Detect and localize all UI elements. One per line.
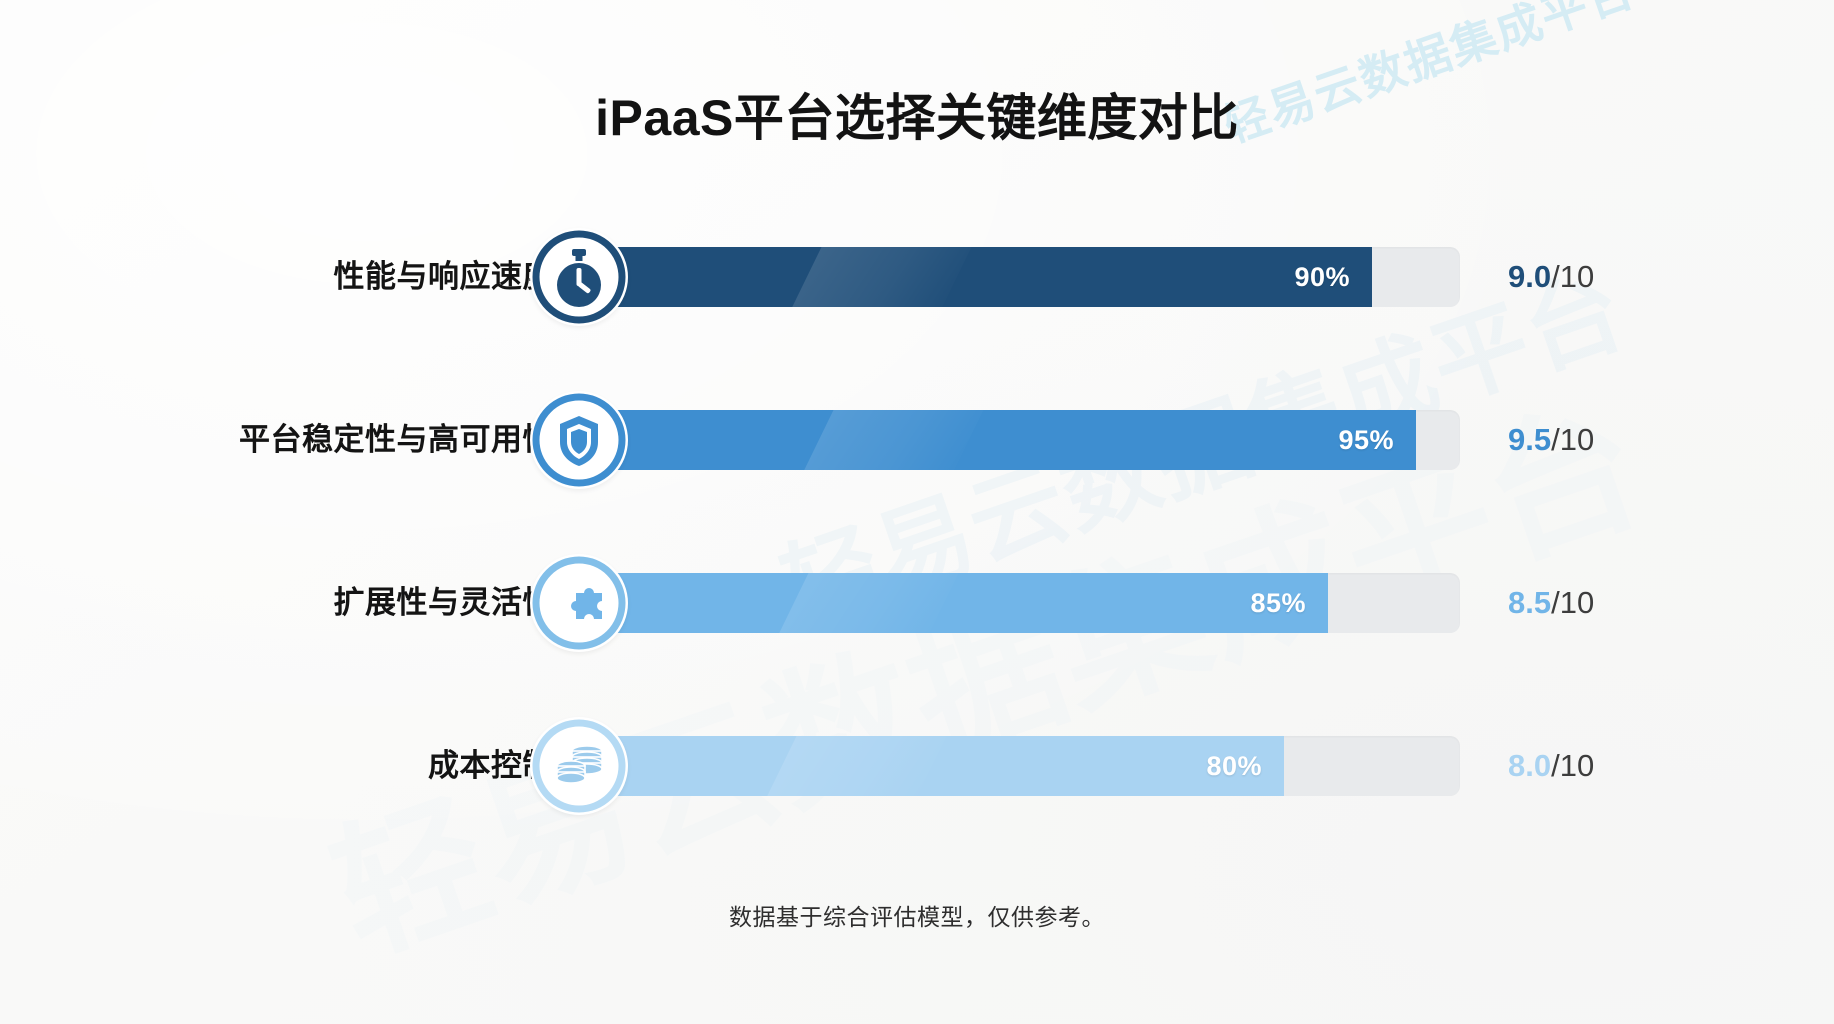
progress-track: 90% <box>580 247 1460 307</box>
dimension-row: 性能与响应速度 90% 9.0/10 <box>0 228 1834 391</box>
dimension-rows: 性能与响应速度 90% 9.0/10 <box>0 228 1834 880</box>
score-value: 9.5/10 <box>1508 410 1594 470</box>
percent-label: 90% <box>1294 261 1350 292</box>
score-denominator: /10 <box>1551 748 1595 783</box>
percent-label: 80% <box>1206 750 1262 781</box>
shield-icon <box>530 391 628 489</box>
score-denominator: /10 <box>1551 422 1595 457</box>
percent-label: 95% <box>1338 424 1394 455</box>
dimension-row: 扩展性与灵活性 85% 8.5/10 <box>0 554 1834 717</box>
score-number: 8.0 <box>1508 748 1552 783</box>
score-number: 9.5 <box>1508 422 1552 457</box>
score-denominator: /10 <box>1551 259 1595 294</box>
percent-label: 85% <box>1250 587 1306 618</box>
score-number: 8.5 <box>1508 585 1552 620</box>
progress-fill: 80% <box>580 736 1284 796</box>
puzzle-icon <box>530 554 628 652</box>
score-number: 9.0 <box>1508 259 1552 294</box>
dimension-row: 成本控制 <box>0 717 1834 880</box>
footnote: 数据基于综合评估模型，仅供参考。 <box>729 904 1105 930</box>
page-title: iPaaS平台选择关键维度对比 <box>595 90 1239 146</box>
progress-fill: 95% <box>580 410 1416 470</box>
progress-track: 80% <box>580 736 1460 796</box>
score-denominator: /10 <box>1551 585 1595 620</box>
score-value: 8.0/10 <box>1508 736 1594 796</box>
dimension-label: 平台稳定性与高可用性 <box>239 422 554 457</box>
progress-fill: 85% <box>580 573 1328 633</box>
dimension-label: 性能与响应速度 <box>333 259 554 294</box>
progress-track: 95% <box>580 410 1460 470</box>
score-value: 9.0/10 <box>1508 247 1594 307</box>
progress-track: 85% <box>580 573 1460 633</box>
progress-fill: 90% <box>580 247 1372 307</box>
coins-icon <box>530 717 628 815</box>
score-value: 8.5/10 <box>1508 573 1594 633</box>
stopwatch-icon <box>530 228 628 326</box>
dimension-row: 平台稳定性与高可用性 95% 9.5/10 <box>0 391 1834 554</box>
dimension-label: 扩展性与灵活性 <box>333 585 554 620</box>
